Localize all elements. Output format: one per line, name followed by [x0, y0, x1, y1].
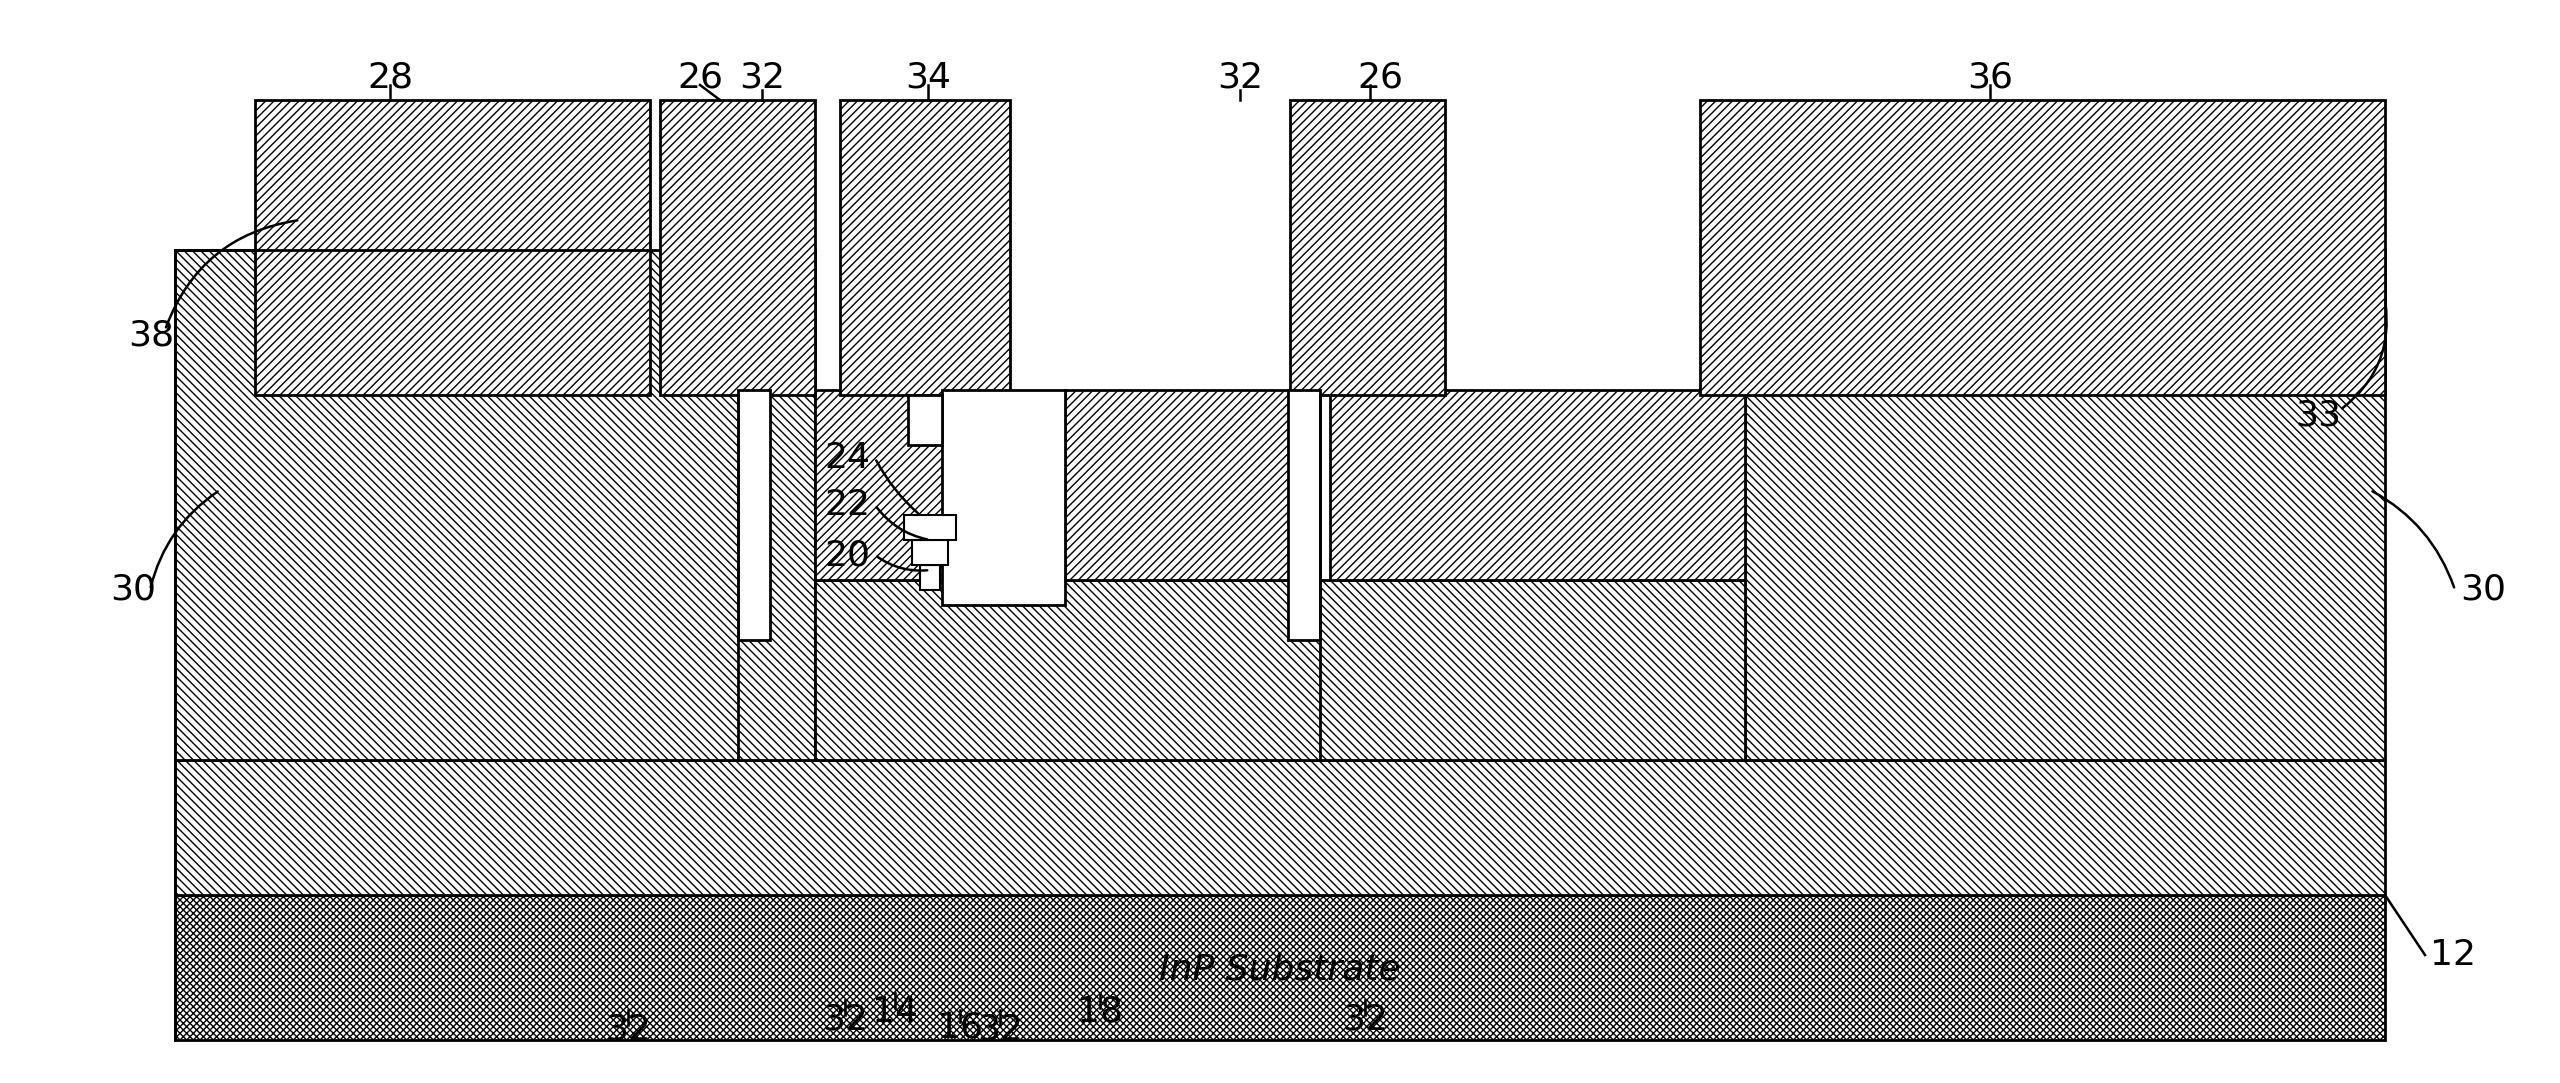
FancyArrowPatch shape	[166, 221, 297, 327]
Text: 36: 36	[1966, 61, 2012, 95]
Bar	[737, 390, 771, 640]
Bar	[942, 390, 1065, 605]
Text: 18: 18	[1078, 995, 1124, 1029]
Bar	[256, 100, 650, 395]
FancyArrowPatch shape	[876, 507, 927, 539]
Bar	[1331, 390, 1746, 580]
Text: 26: 26	[1357, 61, 1403, 95]
Text: 32: 32	[1216, 61, 1262, 95]
Bar	[1065, 390, 1295, 580]
FancyArrowPatch shape	[876, 460, 919, 513]
Bar	[1746, 250, 2386, 760]
Text: 33: 33	[2294, 397, 2340, 432]
Text: 32: 32	[604, 1013, 650, 1047]
FancyArrowPatch shape	[2342, 303, 2386, 408]
Text: 30: 30	[110, 573, 156, 606]
Bar	[911, 540, 947, 565]
Bar	[840, 100, 1011, 395]
Bar	[660, 100, 814, 395]
FancyArrowPatch shape	[878, 557, 927, 571]
Text: 34: 34	[906, 61, 950, 95]
Bar	[174, 250, 814, 760]
Bar	[174, 760, 2386, 895]
Text: 22: 22	[824, 488, 870, 522]
Text: 32: 32	[740, 61, 786, 95]
Bar	[814, 390, 945, 580]
Bar	[1700, 100, 2386, 395]
Text: 32: 32	[1341, 1003, 1388, 1038]
Bar	[1290, 100, 1444, 395]
Text: 14: 14	[873, 995, 919, 1029]
Text: 12: 12	[2429, 938, 2476, 973]
Text: 38: 38	[128, 318, 174, 352]
Text: 32: 32	[978, 1013, 1024, 1047]
Text: InP Substrate: InP Substrate	[1160, 953, 1400, 987]
Bar	[174, 895, 2386, 1040]
Bar	[919, 565, 940, 590]
Bar	[909, 395, 942, 445]
FancyArrowPatch shape	[151, 492, 218, 587]
Text: 32: 32	[822, 1003, 868, 1038]
Bar	[1288, 390, 1321, 640]
Text: 26: 26	[676, 61, 722, 95]
Text: 28: 28	[366, 61, 412, 95]
FancyArrowPatch shape	[2373, 492, 2455, 587]
Text: 30: 30	[2460, 573, 2506, 606]
Bar	[904, 516, 955, 540]
Text: 20: 20	[824, 538, 870, 572]
Bar	[814, 580, 1746, 760]
Text: 16: 16	[937, 1012, 983, 1045]
Text: 24: 24	[824, 441, 870, 475]
